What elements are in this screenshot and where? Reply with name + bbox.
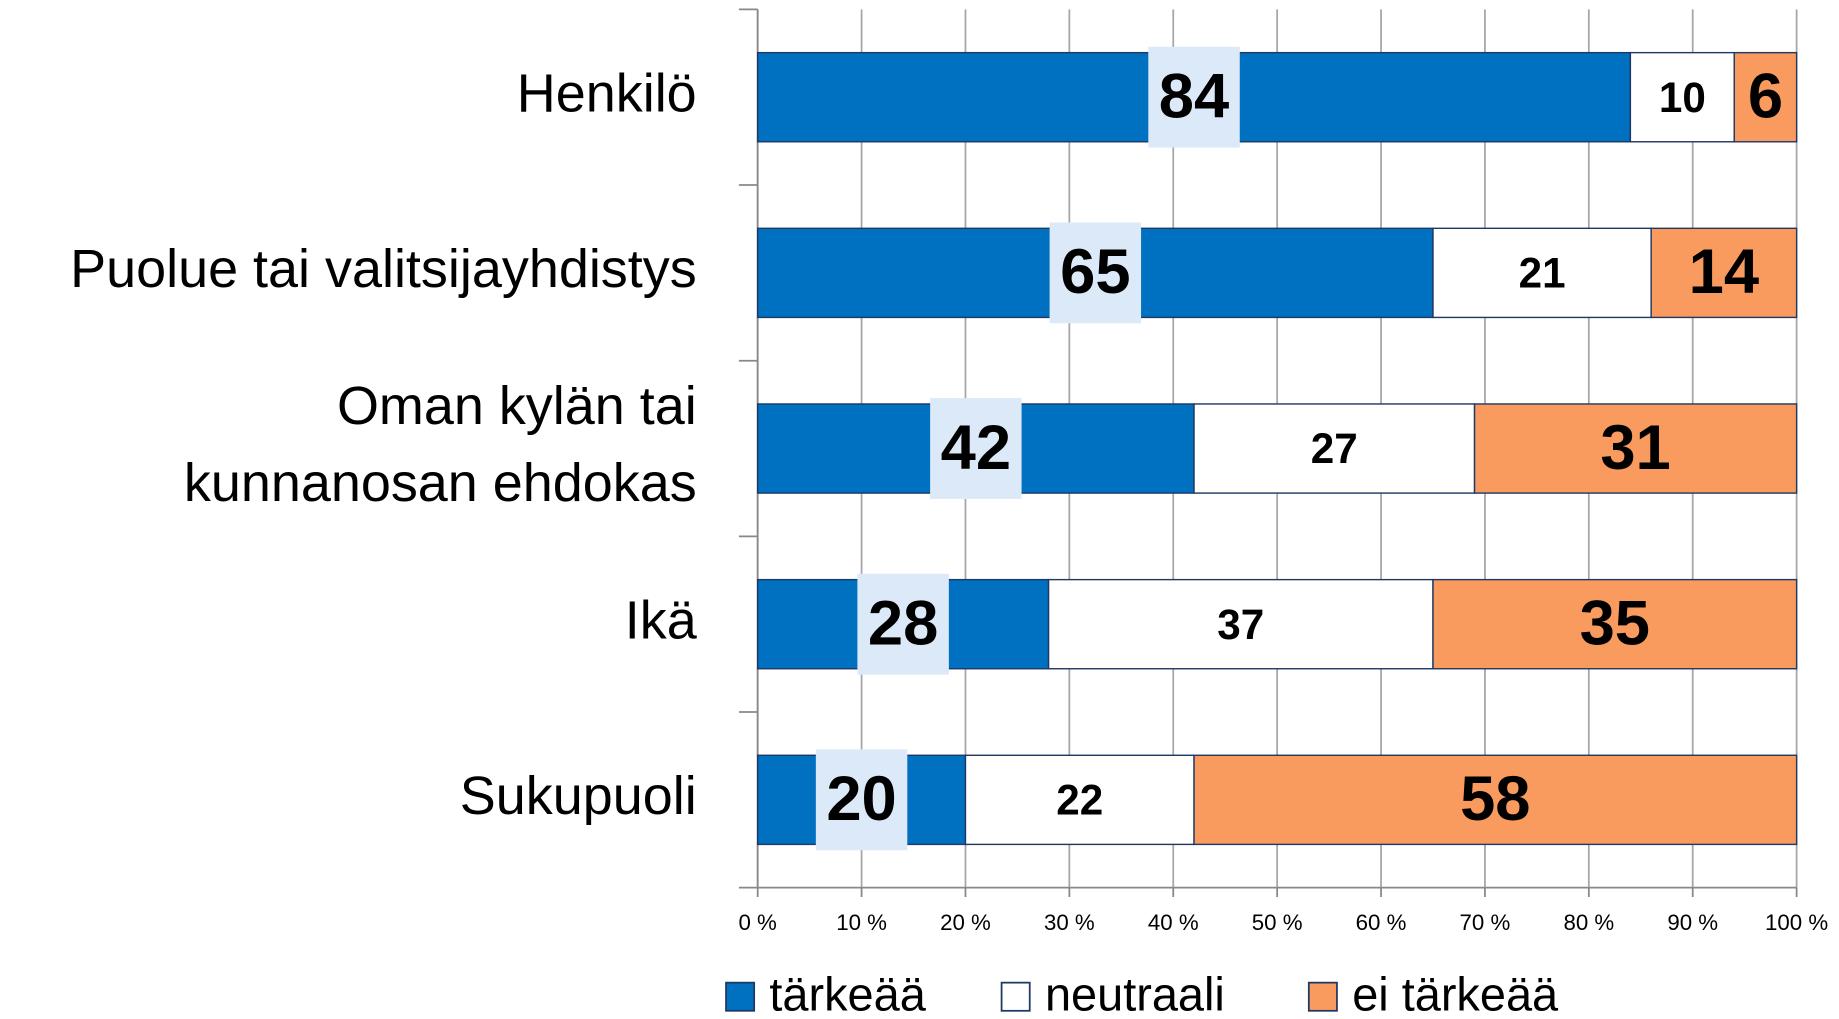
data-label: 37 [1217, 601, 1264, 648]
label-background [1049, 222, 1142, 324]
data-label: 84 [1159, 61, 1229, 131]
x-tick-label: 60 % [1356, 910, 1407, 935]
category-label: Sukupuoli [460, 766, 697, 826]
legend-label: ei tärkeää [1352, 968, 1559, 1019]
data-label: 10 [1659, 74, 1706, 121]
data-label: 35 [1580, 588, 1650, 658]
label-background [930, 398, 1022, 499]
legend-swatch [1000, 981, 1031, 1012]
x-tick-label: 50 % [1252, 910, 1303, 935]
label-background [857, 573, 949, 675]
data-label: 21 [1519, 250, 1566, 297]
data-label: 27 [1311, 425, 1358, 472]
legend-swatch [1307, 981, 1338, 1012]
x-tick-label: 70 % [1460, 910, 1511, 935]
bar-segment [1193, 754, 1798, 846]
data-label: 20 [826, 764, 896, 834]
legend-swatch [725, 981, 756, 1012]
data-label: 14 [1689, 237, 1759, 307]
data-label: 42 [941, 413, 1011, 483]
legend-label: tärkeää [769, 968, 926, 1019]
x-tick-label: 10 % [836, 910, 887, 935]
bar-segment [1047, 578, 1434, 670]
label-background [1148, 46, 1240, 148]
category-label: Oman kylän tai kunnanosan ehdokas [184, 376, 697, 513]
bar-segment [1432, 227, 1652, 319]
data-label: 28 [868, 588, 938, 658]
x-tick-label: 0 % [738, 910, 776, 935]
x-tick-label: 80 % [1563, 910, 1614, 935]
bar-segment [1733, 51, 1798, 143]
legend-label: neutraali [1045, 968, 1225, 1019]
data-label: 31 [1600, 413, 1670, 483]
category-label: Puolue tai valitsijayhdistys [70, 239, 697, 299]
bar-segment [1650, 227, 1798, 319]
x-tick-label: 100 % [1765, 910, 1828, 935]
data-label: 58 [1460, 764, 1530, 834]
data-label: 22 [1056, 777, 1103, 824]
x-tick-label: 30 % [1044, 910, 1095, 935]
x-tick-label: 20 % [940, 910, 991, 935]
category-label: Henkilö [517, 63, 697, 123]
bar-segment [1432, 578, 1798, 670]
category-label: Ikä [625, 590, 697, 650]
data-label: 65 [1060, 237, 1130, 307]
x-tick-label: 90 % [1667, 910, 1718, 935]
label-background [815, 749, 908, 851]
bar-segment [964, 754, 1195, 846]
data-label: 6 [1748, 61, 1783, 131]
bar-segment [1473, 403, 1798, 494]
bar-segment [1193, 403, 1476, 494]
x-tick-label: 40 % [1148, 910, 1199, 935]
